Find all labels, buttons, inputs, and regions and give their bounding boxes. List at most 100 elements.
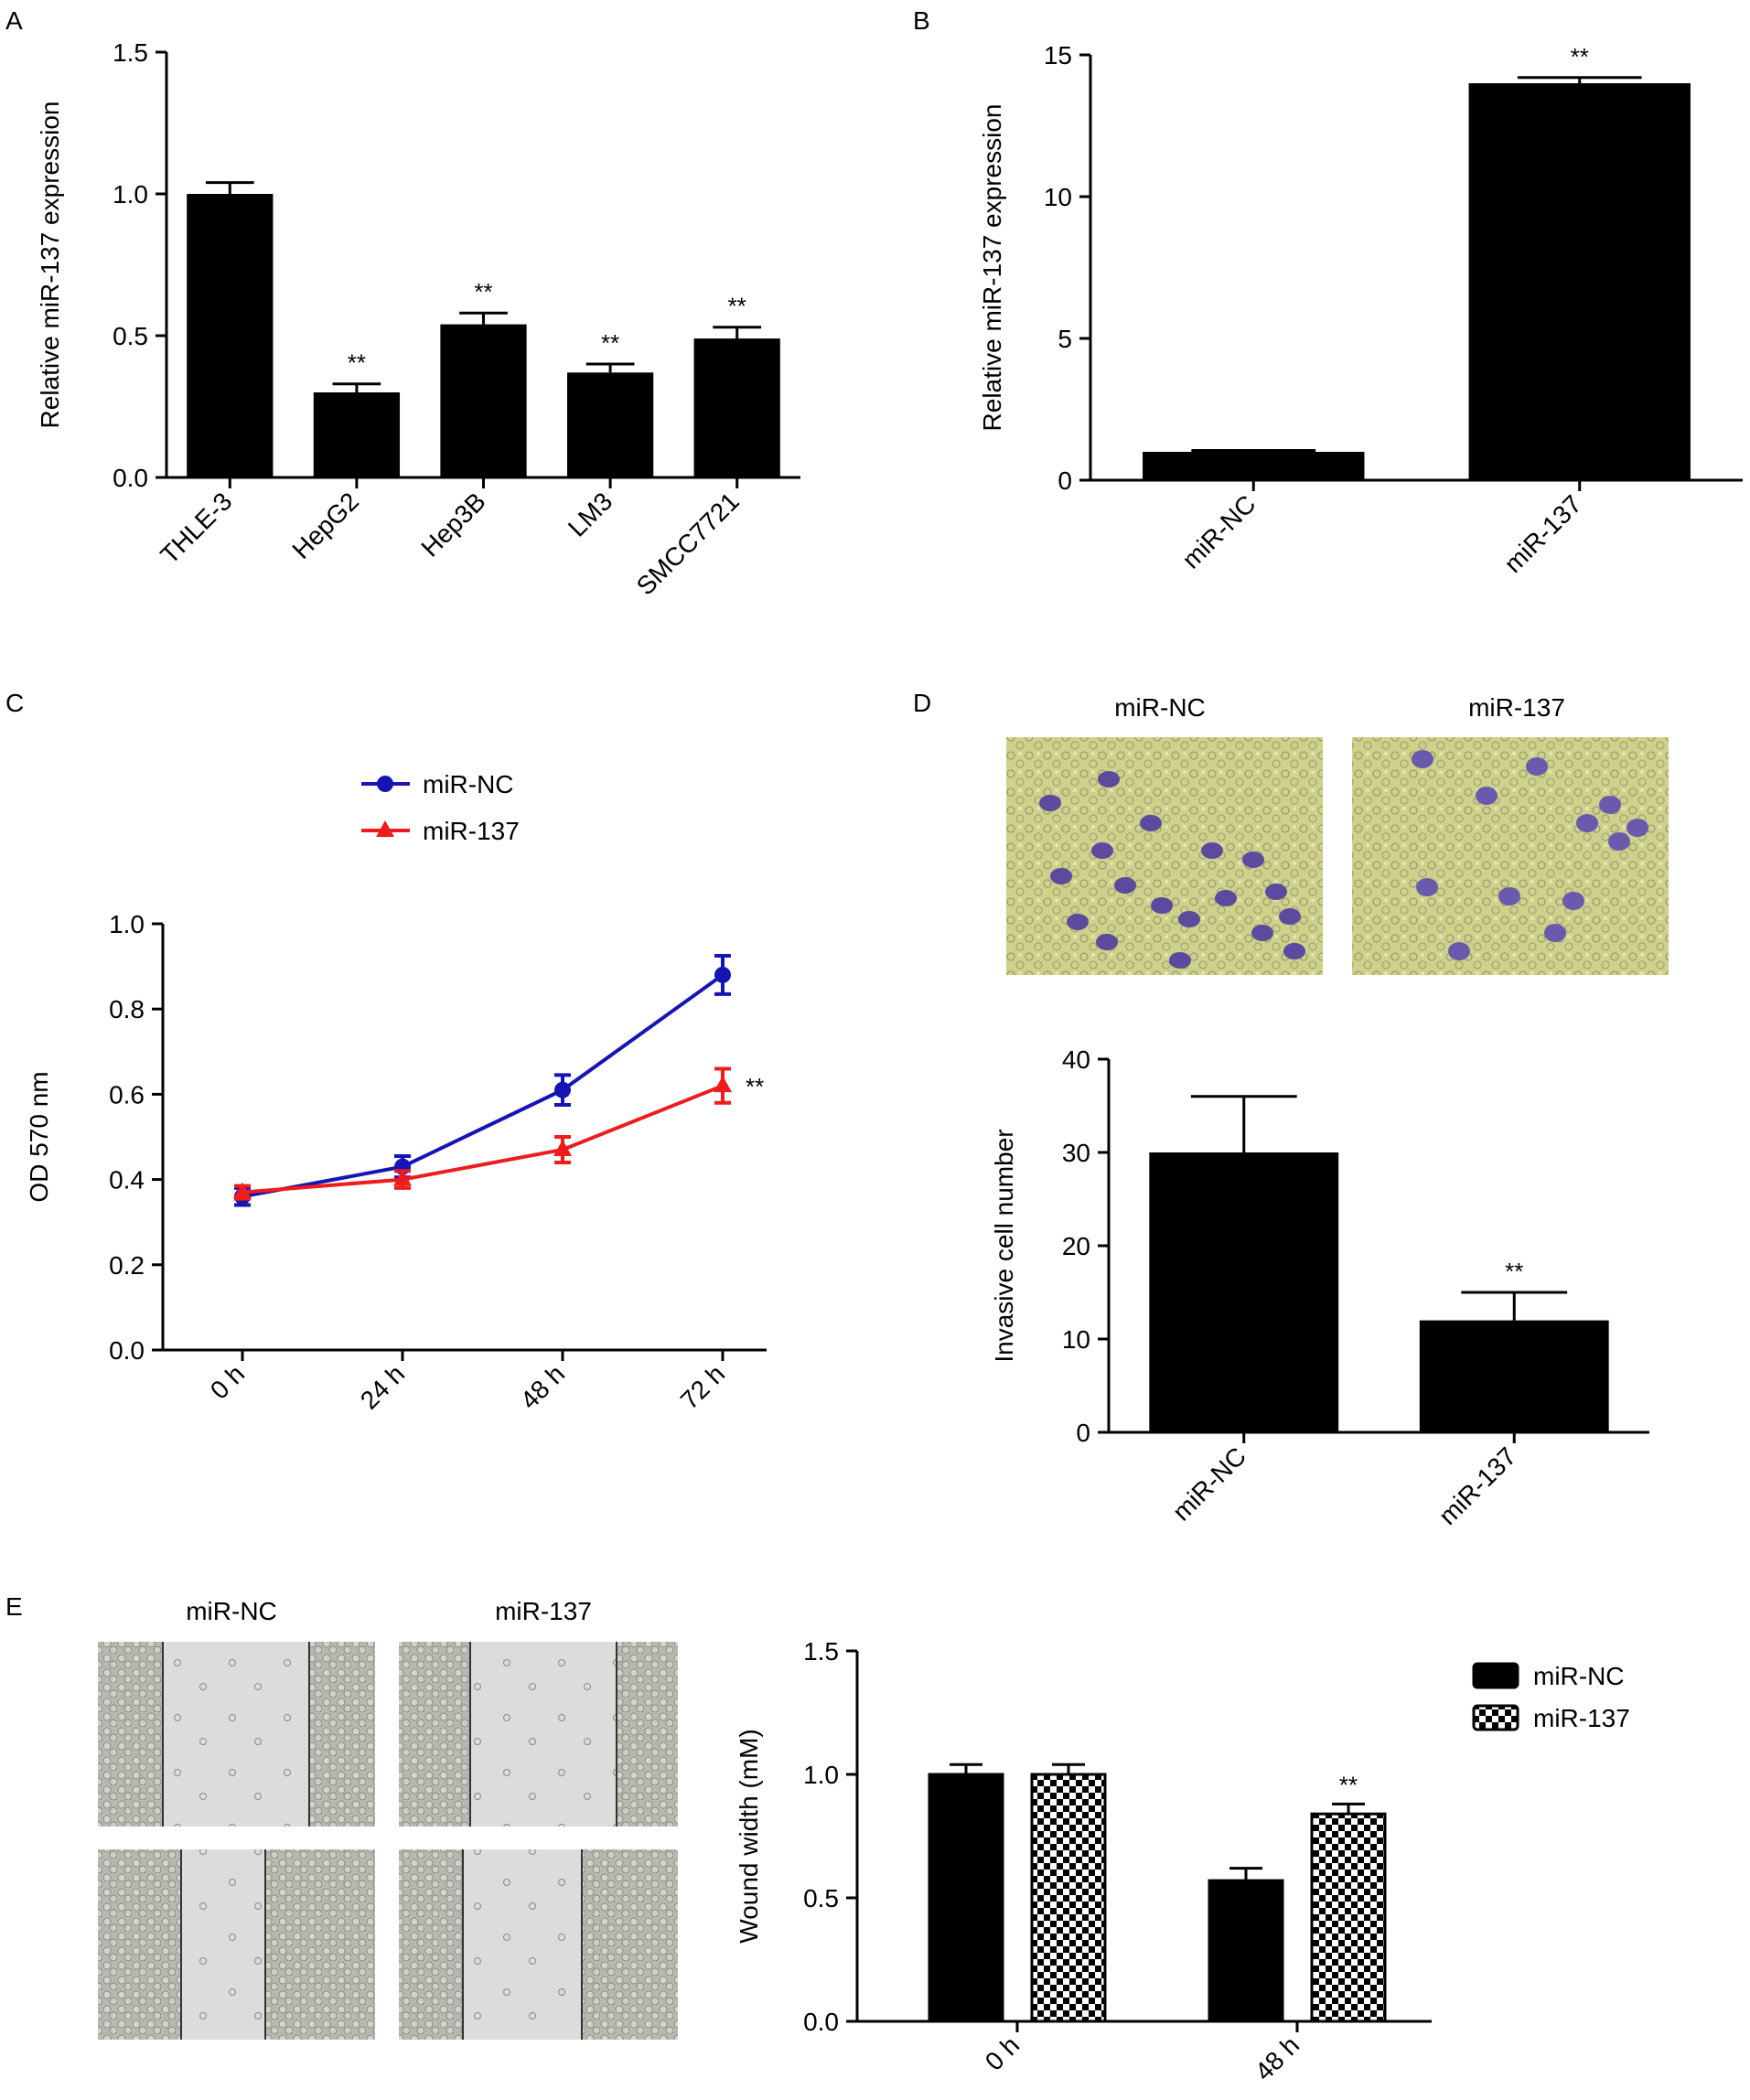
x-tick-label: 48 h [1250, 2030, 1304, 2085]
legend-swatch [1472, 1704, 1519, 1731]
bar-hep3b [440, 324, 527, 477]
y-tick-label: 0.8 [109, 995, 145, 1023]
y-tick-label: 0.0 [109, 1336, 145, 1365]
significance-mark: ** [1571, 43, 1589, 70]
bar-mir-137 [1030, 1773, 1107, 2023]
significance-mark: ** [601, 329, 619, 357]
stained-cell [1608, 832, 1630, 851]
x-tick-label: miR-137 [1498, 489, 1587, 578]
bar-thle-3 [187, 194, 274, 477]
data-point [714, 966, 731, 983]
y-tick-label: 10 [1044, 183, 1072, 211]
micrograph-label-d-1: miR-NC [1114, 693, 1206, 722]
bar-smcc7721 [693, 338, 780, 477]
legend-label: miR-NC [423, 770, 514, 798]
significance-mark: ** [728, 293, 746, 320]
stained-cell [1416, 878, 1438, 896]
y-tick-label: 40 [1062, 1045, 1090, 1074]
bar-mir-nc [1208, 1879, 1284, 2023]
legend-label: miR-137 [1533, 1704, 1630, 1732]
data-point [554, 1081, 571, 1098]
y-tick-label: 0.2 [109, 1251, 145, 1280]
x-tick-label: 24 h [355, 1359, 410, 1414]
stained-cell [1201, 842, 1223, 859]
panel-letter-d: D [913, 689, 931, 717]
micrograph-label-e-2: miR-137 [495, 1597, 592, 1625]
panel-d-bar-chart: 0 10 20 30 40 Invasive cell number miR-NC ** miR… [990, 1045, 1649, 1530]
stained-cell [1476, 787, 1498, 805]
stained-cell [1050, 868, 1072, 884]
x-tick-label: miR-137 [1433, 1441, 1522, 1530]
y-tick-label: 0.5 [113, 322, 148, 350]
y-axis-label: Relative miR-137 expression [978, 104, 1006, 432]
panel-d-micrographs: miR-NC miR-137 [1006, 693, 1669, 975]
micrograph-label-d-2: miR-137 [1468, 693, 1565, 722]
x-tick-label: miR-NC [1167, 1441, 1251, 1526]
panel-letter-b: B [913, 6, 930, 35]
y-tick-label: 15 [1044, 41, 1072, 70]
y-axis-label: Wound width (mM) [735, 1729, 763, 1943]
bar-mir-nc [928, 1773, 1004, 2023]
series-line-1 [242, 1084, 724, 1195]
y-tick-label: 0.0 [803, 2008, 839, 2036]
stained-cell [1544, 924, 1566, 942]
data-point [553, 1139, 572, 1156]
stained-cell [1096, 934, 1118, 950]
wound-micrograph-mir-137-0h [399, 1642, 678, 1827]
panel-b-bar-chart: 0 5 10 15 Relative miR-137 expression miR-NC *… [978, 41, 1743, 578]
y-tick-label: 1.0 [109, 910, 145, 938]
y-axis-label: Invasive cell number [990, 1129, 1018, 1362]
bar-mir-137 [1468, 83, 1691, 480]
panel-letter-e: E [5, 1592, 23, 1621]
stained-cell [1448, 942, 1470, 960]
bar-lm3 [566, 372, 654, 477]
legend-label: miR-137 [423, 817, 520, 845]
bar-hepg2 [313, 392, 401, 477]
significance-mark: ** [1505, 1258, 1523, 1285]
panel-a-bar-chart: 0.0 0.5 1.0 1.5 Relative miR-137 expression T… [36, 38, 800, 601]
stained-cell [1215, 890, 1237, 906]
stained-cell [1562, 892, 1584, 910]
legend-label: miR-NC [1533, 1662, 1625, 1690]
stained-cell [1265, 884, 1287, 900]
stained-cell [1140, 815, 1162, 831]
y-tick-label: 30 [1062, 1139, 1090, 1167]
stained-cell [1178, 911, 1200, 927]
y-tick-label: 0.5 [803, 1884, 839, 1912]
legend-marker [376, 820, 394, 837]
stained-cell [1091, 842, 1113, 859]
x-tick-label: miR-NC [1176, 489, 1261, 573]
stained-cell [1251, 925, 1273, 941]
stained-cell [1576, 814, 1598, 832]
bar-mir-nc [1149, 1152, 1339, 1432]
data-point [393, 1169, 412, 1186]
bar-mir-137 [1419, 1320, 1609, 1432]
stained-cell [1627, 819, 1648, 837]
y-tick-label: 1.0 [113, 180, 148, 209]
panel-letter-c: C [5, 689, 24, 717]
y-tick-label: 5 [1058, 325, 1072, 353]
stained-cell [1067, 914, 1089, 930]
wound-micrograph-mir-nc-0h [98, 1642, 375, 1827]
stained-cell [1169, 952, 1191, 969]
panel-e-grouped-bar-chart: 0.0 0.5 1.0 1.5 Wound width (mM) 0 h ** 48 h miR… [735, 1637, 1630, 2086]
x-tick-label: 48 h [515, 1359, 570, 1414]
x-tick-label: 72 h [675, 1359, 730, 1414]
y-tick-label: 10 [1062, 1325, 1090, 1354]
significance-mark: ** [474, 278, 492, 305]
stained-cell [1242, 852, 1264, 868]
x-tick-label: SMCC7721 [631, 487, 745, 600]
invasion-micrograph-mir-nc [1006, 737, 1323, 975]
data-point [714, 1076, 732, 1093]
x-tick-label: THLE-3 [155, 487, 237, 569]
wound-micrograph-mir-137-48h [399, 1849, 678, 2040]
stained-cell [1279, 908, 1301, 925]
data-point [233, 1182, 252, 1199]
x-tick-label: 0 h [205, 1359, 250, 1404]
stained-cell [1098, 771, 1120, 788]
micrograph-label-e-1: miR-NC [186, 1597, 277, 1625]
bar-mir-nc [1143, 452, 1365, 480]
stained-cell [1498, 887, 1520, 905]
bar-mir-137 [1310, 1812, 1387, 2023]
